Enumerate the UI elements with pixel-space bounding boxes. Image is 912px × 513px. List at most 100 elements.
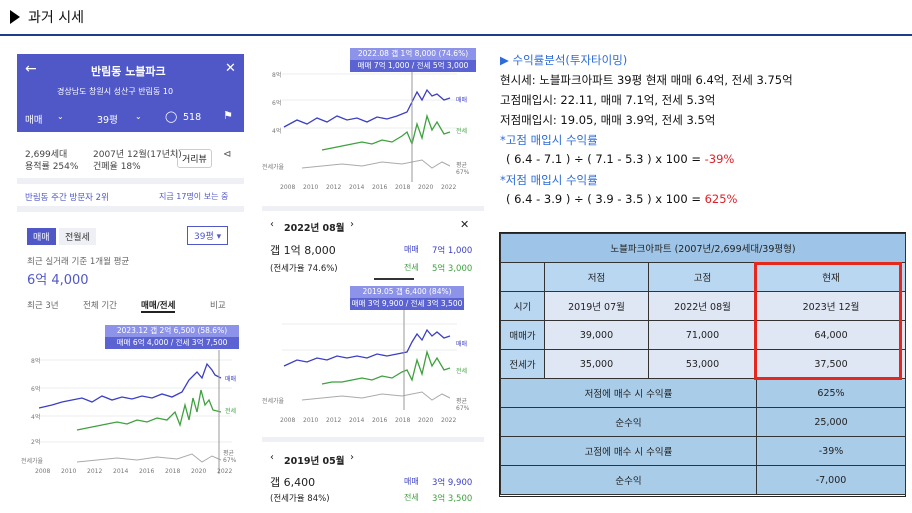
- app-screenshot-middle: 2022.08 갭 1억 8,000 (74.6%) 매매 7억 1,000 /…: [262, 44, 484, 504]
- section-divider: [262, 437, 484, 442]
- high-buy: 고점매입시: 22.11, 매매 7.1억, 전세 5.3억: [500, 93, 716, 107]
- ratio-axis-label: 전세가율: [262, 164, 285, 171]
- x-label: 2018: [165, 468, 181, 475]
- table-header: [500, 262, 545, 292]
- x-label: 2010: [303, 417, 319, 424]
- chart-tab-all[interactable]: 전체 기간: [83, 301, 117, 311]
- x-label: 2016: [139, 468, 155, 475]
- share-icon[interactable]: ⊲: [223, 149, 232, 160]
- x-label: 2008: [280, 417, 296, 424]
- average-ratio: 평균 67%: [223, 450, 237, 464]
- ratio-line: [301, 159, 451, 169]
- sale-line: [283, 88, 451, 128]
- detail-sale-value: 7억 1,000: [432, 246, 473, 256]
- arrow-left-icon[interactable]: ←: [25, 61, 37, 77]
- visitors-rank: 반림동 주간 방문자 2위: [25, 193, 109, 203]
- jeonse-line: [321, 113, 451, 151]
- chart-tooltip-gap: 2022.08 갭 1억 8,000 (74.6%): [350, 48, 476, 60]
- filter-type[interactable]: 매매: [25, 115, 43, 126]
- detail-jeonse-value: 3억 3,500: [432, 494, 473, 504]
- x-axis: 2008 2010 2012 2014 2016 2018 2020 2022: [31, 468, 241, 478]
- summary-label: 순수익: [500, 407, 757, 437]
- table-cell: 37,500: [756, 349, 906, 379]
- table-header: 저점: [544, 262, 649, 292]
- x-label: 2008: [280, 184, 296, 191]
- y-label: 2억: [31, 439, 41, 446]
- summary-value: -7,000: [756, 465, 906, 495]
- summary-value: 25,000: [756, 407, 906, 437]
- bell-icon[interactable]: ⚑: [223, 109, 233, 122]
- play-triangle-icon: [10, 10, 20, 24]
- low-return-formula: ( 6.4 - 3.9 ) ÷ ( 3.9 - 3.5 ) x 100 = 62…: [506, 192, 738, 206]
- next-month-icon[interactable]: ›: [350, 452, 354, 463]
- close-icon[interactable]: ✕: [225, 61, 236, 76]
- y-label: 8억: [272, 72, 282, 79]
- y-label: 8억: [31, 358, 41, 365]
- detail-jeonse-label: 전세: [404, 263, 419, 272]
- comparison-table: 노블파크아파트 (2007년/2,699세대/39평형) 저점 고점 현재 시기…: [499, 232, 906, 497]
- detail-jeonse-value: 5억 3,000: [432, 264, 473, 274]
- x-label: 2016: [372, 184, 388, 191]
- table-cell: 64,000: [756, 320, 906, 350]
- x-label: 2014: [349, 417, 365, 424]
- households: 2,699세대: [25, 150, 68, 160]
- tab-sale[interactable]: 매매: [27, 228, 56, 245]
- x-label: 2008: [35, 468, 51, 475]
- summary-label: 순수익: [500, 465, 757, 495]
- high-return-formula: ( 6.4 - 7.1 ) ÷ ( 7.1 - 5.3 ) x 100 = -3…: [506, 152, 734, 166]
- x-label: 2018: [395, 184, 411, 191]
- visitors-more-link[interactable]: 지금 17명이 보는 중: [159, 192, 229, 201]
- chevron-down-icon: ⌄: [135, 112, 142, 121]
- y-label: 6억: [272, 100, 282, 107]
- low-return-title: *저점 매입시 수익률: [500, 173, 598, 187]
- x-label: 2010: [61, 468, 77, 475]
- table-cell: 53,000: [648, 349, 757, 379]
- table-cell: 35,000: [544, 349, 649, 379]
- x-label: 2020: [418, 184, 434, 191]
- chart-tab-3y[interactable]: 최근 3년: [27, 301, 59, 311]
- legend-sale: 매매: [225, 376, 237, 383]
- x-label: 2020: [191, 468, 207, 475]
- chart-tab-sale-jeonse[interactable]: 매매/전세: [141, 301, 176, 313]
- x-label: 2018: [395, 417, 411, 424]
- next-month-icon[interactable]: ›: [350, 219, 354, 230]
- table-row: 매매가 39,000 71,000 64,000: [500, 320, 906, 350]
- detail-month: 2022년 08월: [284, 223, 345, 234]
- header-divider: [0, 34, 912, 36]
- distance-view-button[interactable]: 거리뷰: [177, 149, 212, 168]
- filter-size[interactable]: 39평: [97, 115, 118, 126]
- address: 경상남도 창원시 성산구 반림동 10: [57, 87, 174, 96]
- chart-tooltip-price: 매매 7억 1,000 / 전세 5억 3,000: [350, 60, 476, 72]
- table-cell: 2022년 08월: [648, 291, 757, 321]
- x-label: 2016: [372, 417, 388, 424]
- x-axis: 2008 2010 2012 2014 2016 2018 2020 2022: [280, 184, 470, 194]
- detail-sale-label: 매매: [404, 477, 419, 486]
- app-title: 반림동 노블파크: [91, 65, 166, 78]
- x-label: 2014: [349, 184, 365, 191]
- sale-line: [283, 328, 451, 367]
- x-label: 2022: [441, 184, 457, 191]
- section-divider: [17, 178, 244, 184]
- section-divider: [262, 206, 484, 211]
- tab-jeonse[interactable]: 전월세: [59, 228, 96, 245]
- x-axis: 2008 2010 2012 2014 2016 2018 2020 2022: [280, 417, 470, 427]
- price-chart-low: [282, 310, 457, 410]
- ratio-axis-label: 전세가율: [262, 398, 285, 405]
- floor-area-ratio: 용적률 254%: [25, 162, 79, 172]
- low-formula: ( 6.4 - 3.9 ) ÷ ( 3.9 - 3.5 ) x 100 =: [506, 192, 701, 206]
- y-label: 4억: [31, 414, 41, 421]
- prev-month-icon[interactable]: ‹: [270, 219, 274, 230]
- ratio-line: [301, 391, 451, 401]
- prev-month-icon[interactable]: ‹: [270, 452, 274, 463]
- chart-tab-compare[interactable]: 비교: [210, 301, 226, 311]
- average-price: 6억 4,000: [27, 273, 89, 288]
- high-result: -39%: [704, 152, 735, 166]
- close-icon[interactable]: ✕: [460, 218, 470, 231]
- summary-row: 고점에 매수 시 수익률 -39%: [500, 436, 906, 466]
- table-row: 전세가 35,000 53,000 37,500: [500, 349, 906, 379]
- size-select[interactable]: 39평 ▾: [187, 226, 229, 245]
- detail-ratio: (전세가율 84%): [270, 494, 330, 504]
- comment-icon[interactable]: ◯: [165, 110, 178, 123]
- low-buy: 저점매입시: 19.05, 매매 3.9억, 전세 3.5억: [500, 113, 716, 127]
- x-label: 2022: [217, 468, 233, 475]
